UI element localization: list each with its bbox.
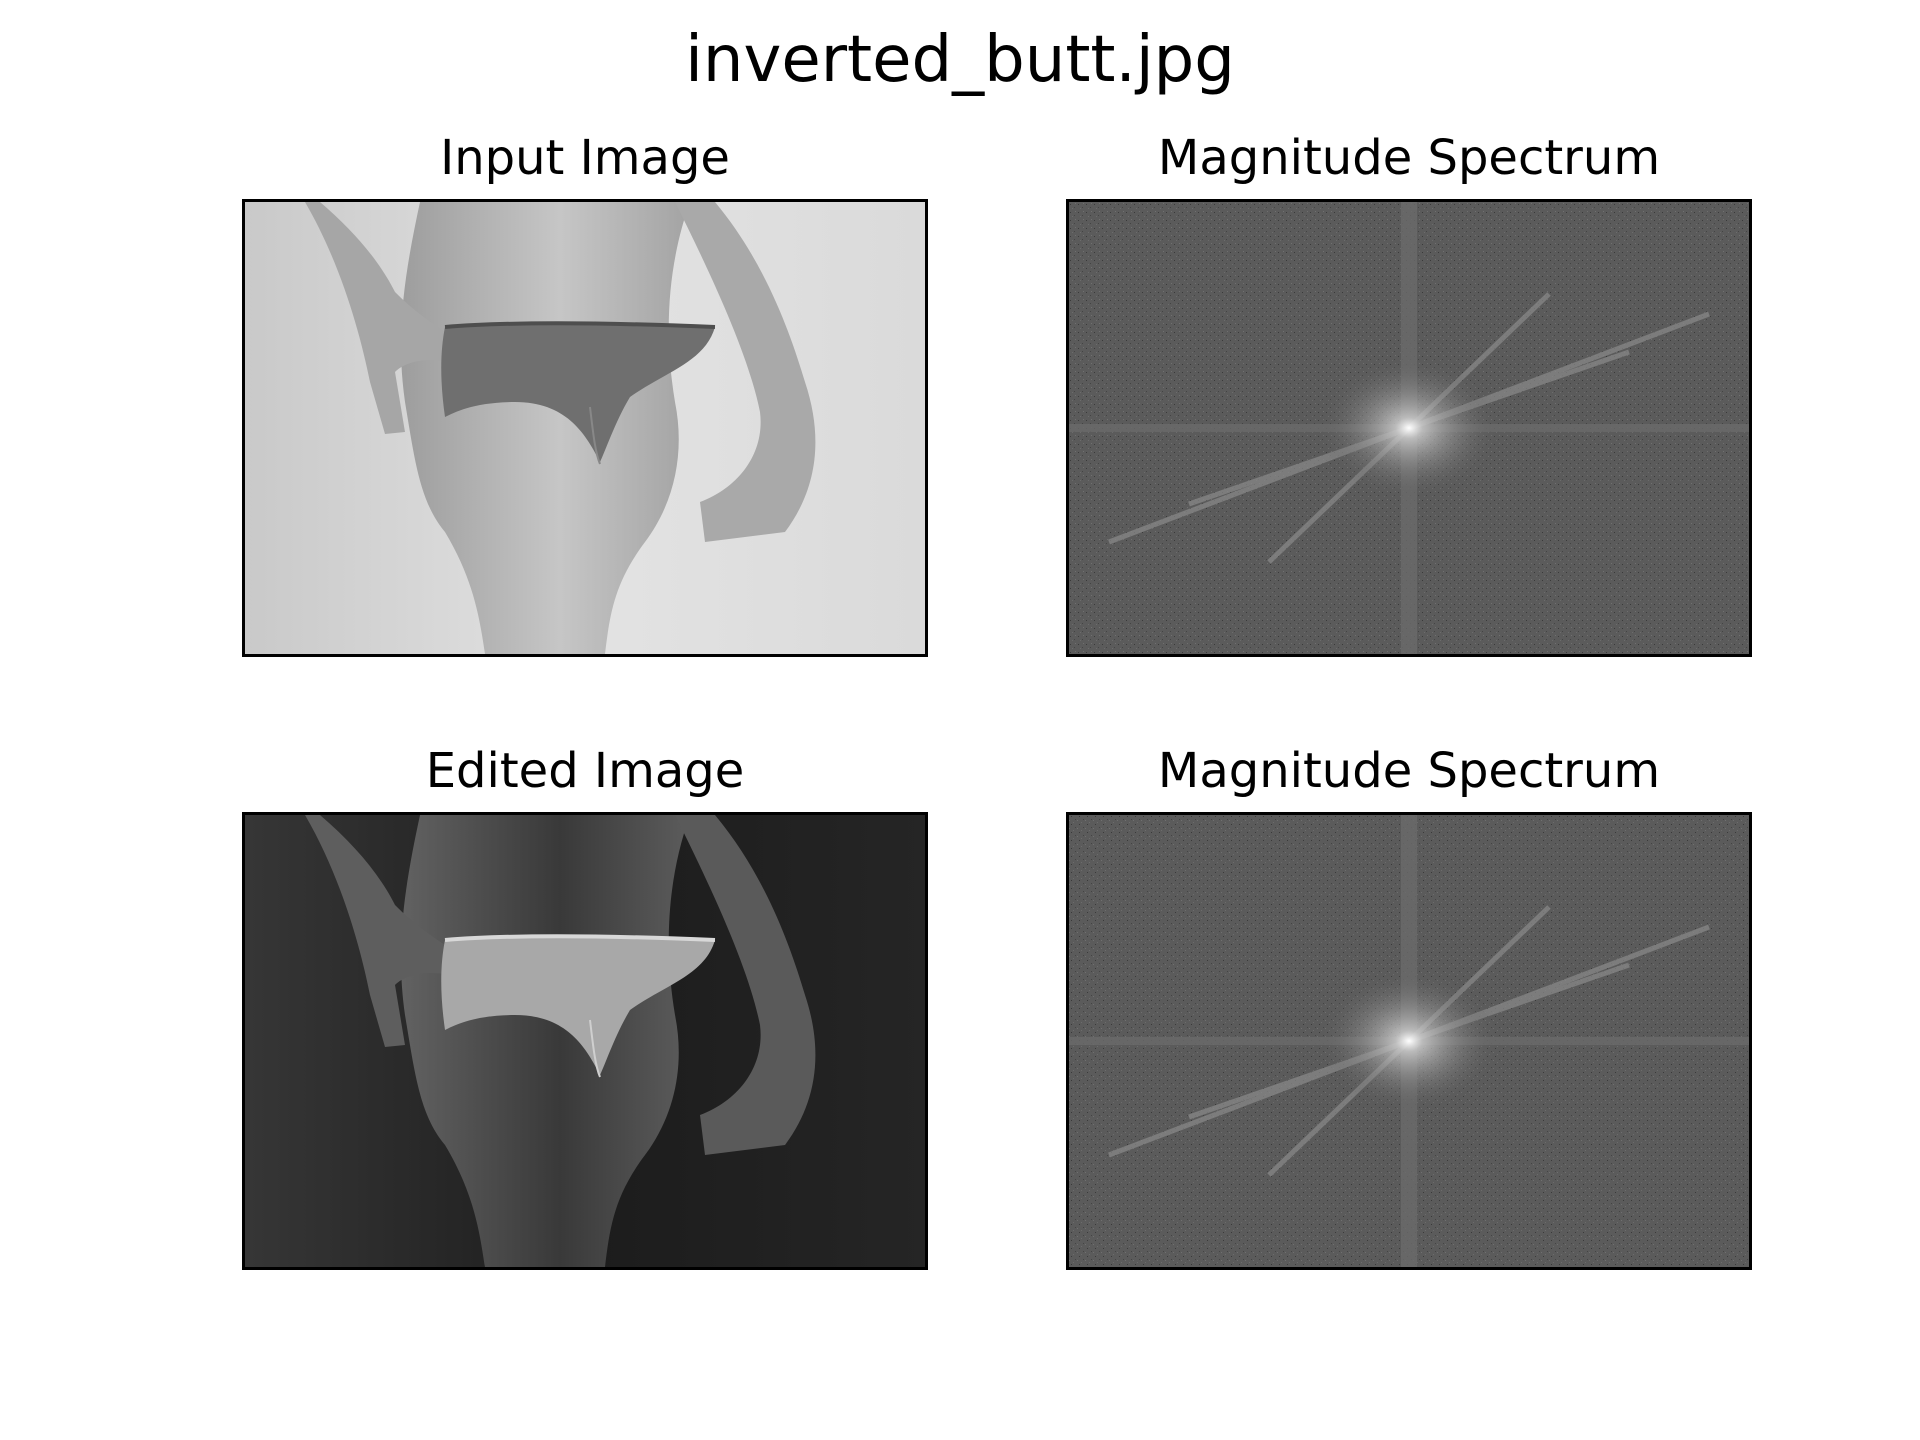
edited-image-panel (242, 812, 928, 1270)
edited-image (245, 815, 925, 1267)
edited-spectrum-panel (1066, 812, 1752, 1270)
input-spectrum (1069, 202, 1749, 654)
edited-spectrum (1069, 815, 1749, 1267)
edited-image-title: Edited Image (425, 743, 745, 799)
figure-title: inverted_butt.jpg (685, 23, 1235, 97)
input-image-title: Input Image (440, 130, 730, 186)
input-image (245, 202, 925, 654)
input-spectrum-title: Magnitude Spectrum (1157, 130, 1661, 186)
input-spectrum-panel (1066, 199, 1752, 657)
edited-spectrum-title: Magnitude Spectrum (1157, 743, 1661, 799)
input-image-panel (242, 199, 928, 657)
